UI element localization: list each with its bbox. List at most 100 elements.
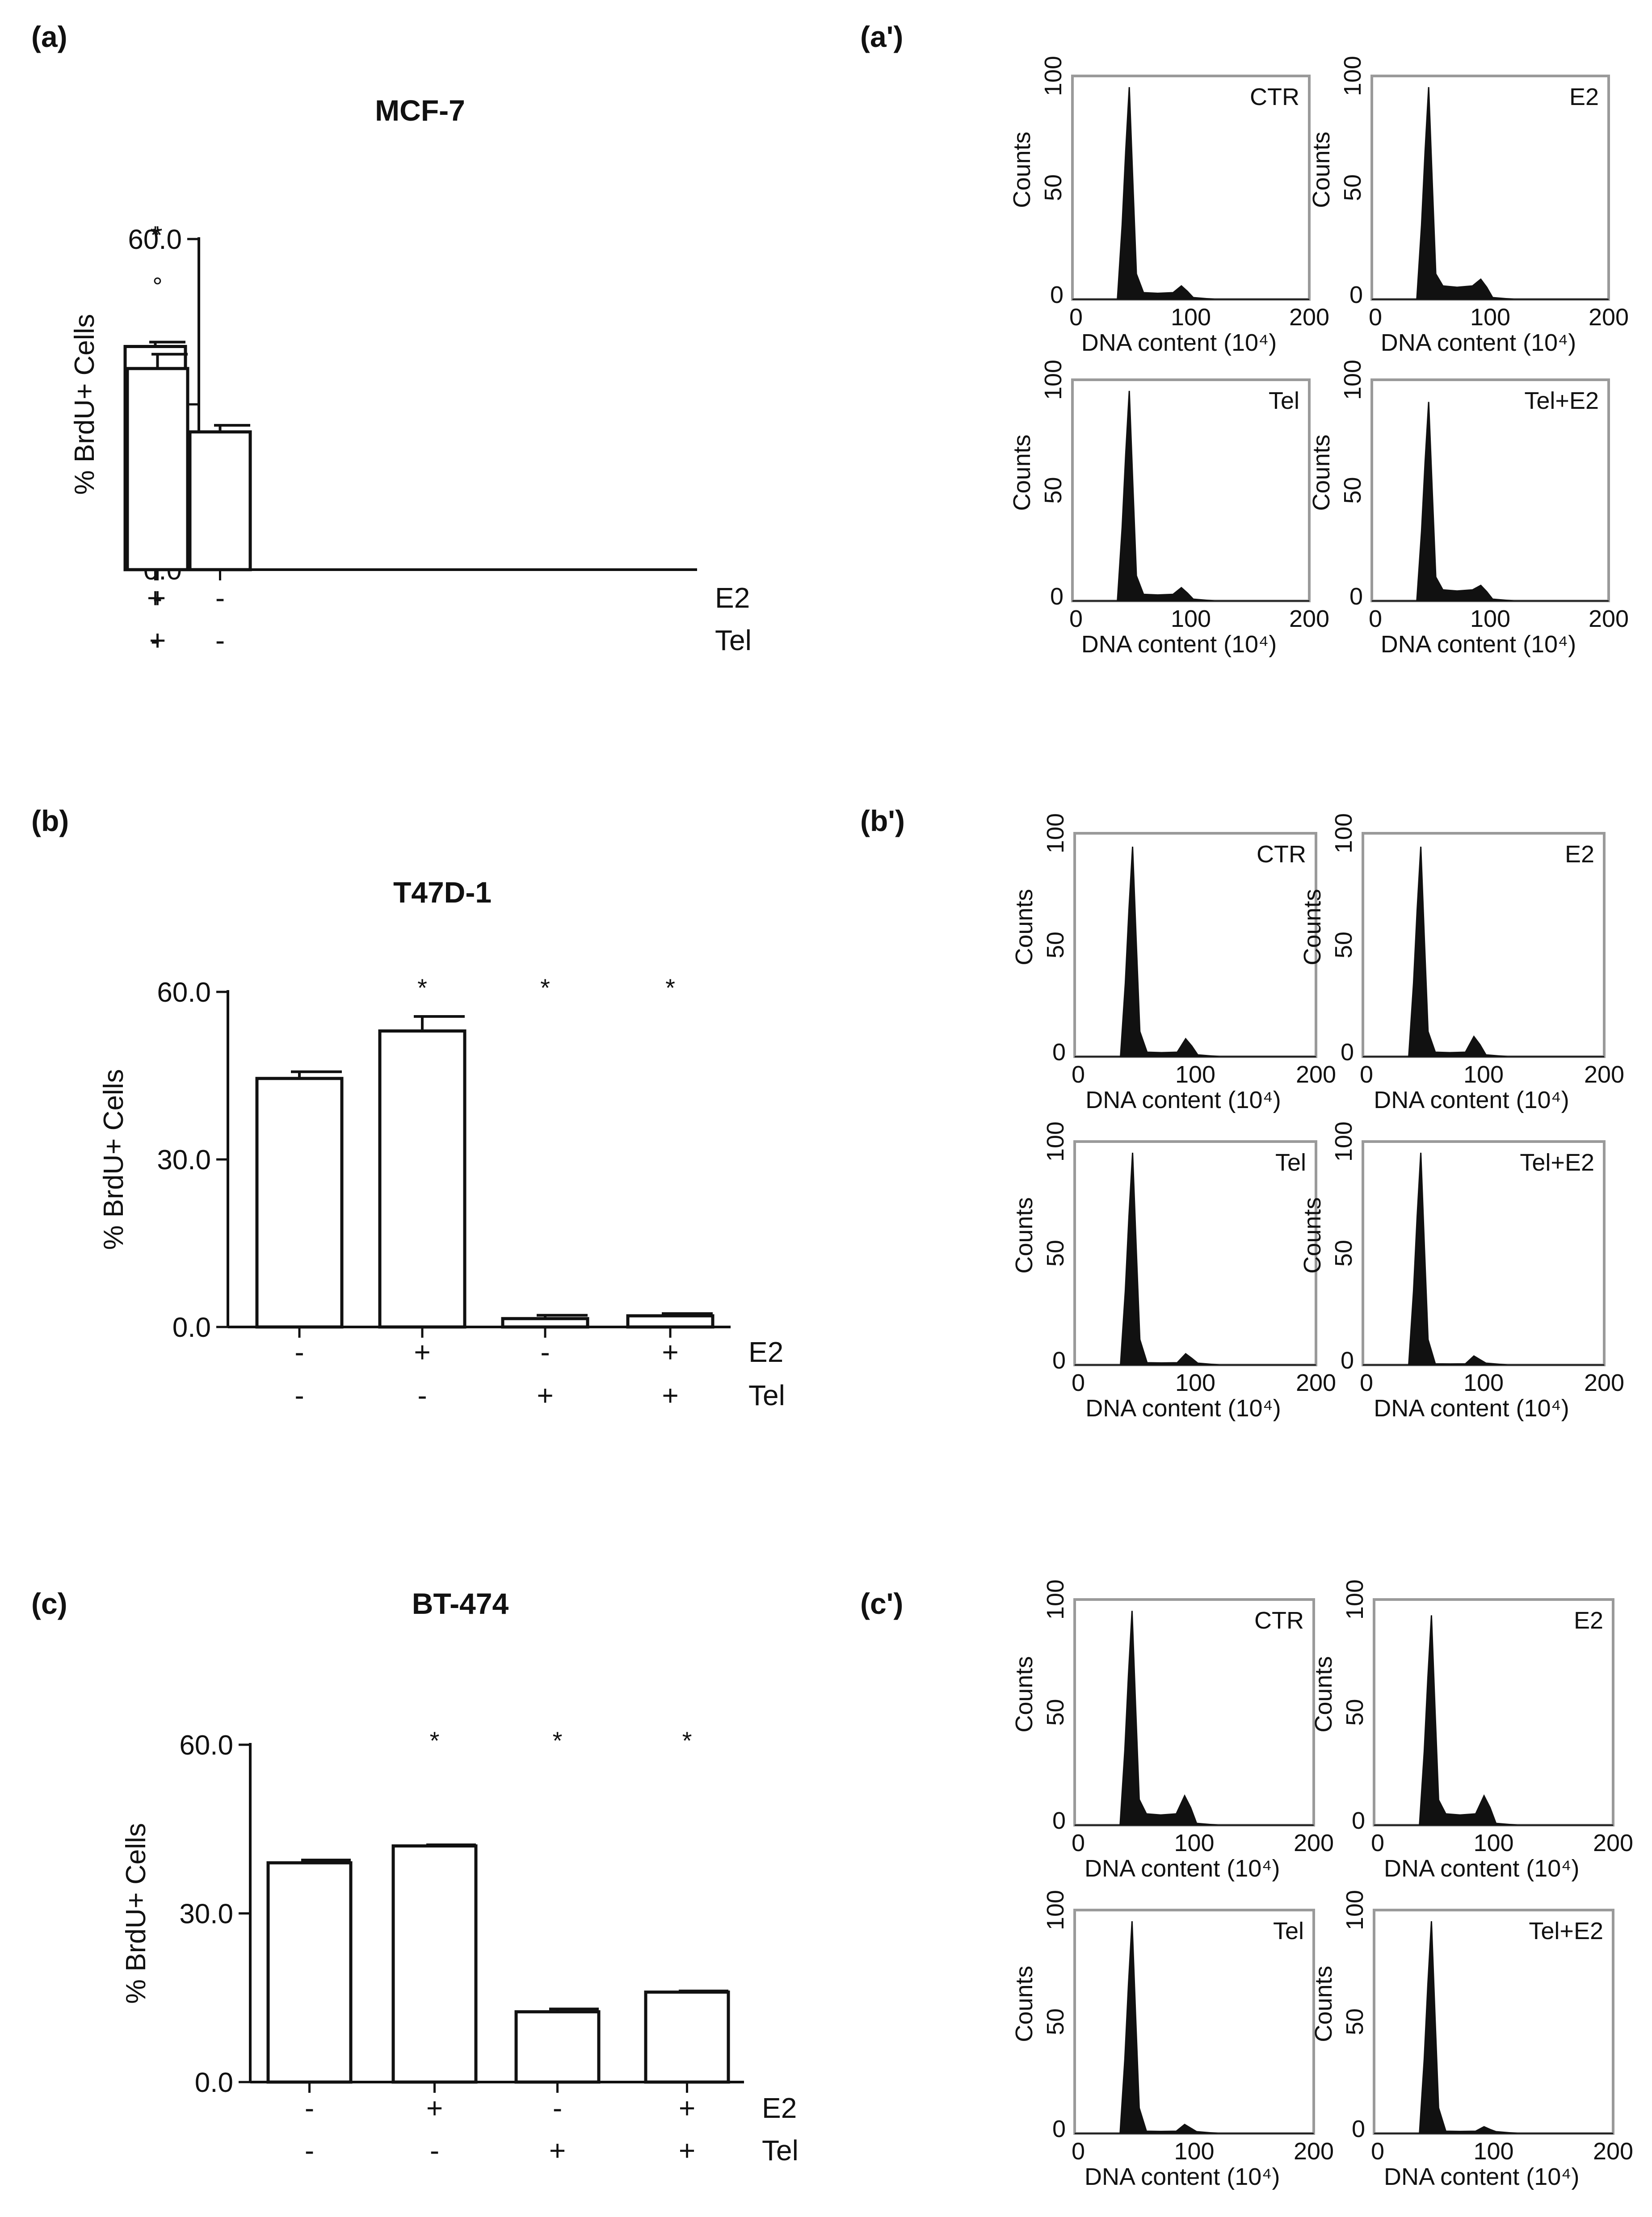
condition-label: Tel+E2 [1520,1149,1594,1176]
x-tick-label: 100 [1171,304,1211,331]
treatment-sign: + [149,624,166,656]
y-axis-label: Counts [1310,1965,1337,2042]
condition-label: Tel [1273,1918,1304,1944]
y-tick-label: 0 [1341,1347,1354,1374]
y-axis-label: Counts [1299,1197,1326,1273]
bar [626,1314,715,1329]
y-tick-label: 50 [1042,1699,1069,1726]
y-axis-label: Counts [1009,131,1035,208]
y-tick-label: 0 [1341,1039,1354,1066]
histogram-area [1374,1615,1613,1826]
treatment-sign: + [662,1336,678,1368]
bar-panels: (a)MCF-70.030.060.0% BrdU+ Cells--*+-*-+… [31,20,799,2167]
y-axis-label: Counts [1011,1656,1038,1733]
x-tick-label: 200 [1593,1830,1633,1856]
bar [378,1029,467,1329]
x-tick-label: 0 [1072,1369,1085,1396]
y-tick-label: 100 [1042,1579,1069,1620]
treatment-sign: + [549,2134,566,2167]
chart-title: MCF-7 [375,94,465,127]
treatment-sign: - [215,582,225,614]
flow-figure-1: (a') CTR 0 50 100 Counts 0 100 200 DNA content (1… [860,20,1629,658]
treatment-sign: - [540,1336,550,1368]
x-axis-label: DNA content (10⁴) [1085,2163,1280,2190]
y-tick-label: 50 [1042,932,1069,958]
flow-histogram: E2 0 50 100 Counts 0 100 200 DNA content (10⁴) [1310,1579,1633,1882]
x-tick-label: 200 [1589,605,1629,632]
y-tick-label: 0 [1349,583,1363,610]
x-tick-label: 100 [1463,1061,1504,1088]
significance-star: * [417,974,427,1002]
flow-histogram: CTR 0 50 100 Counts 0 100 200 DNA content (10⁴) [1011,1579,1334,1882]
treatment-sign: + [149,582,166,614]
y-axis-label: Counts [1011,1197,1038,1273]
x-tick-label: 0 [1072,1061,1085,1088]
treatment-sign: - [294,1336,304,1368]
x-tick-label: 100 [1470,304,1510,331]
condition-label: Tel+E2 [1524,387,1599,414]
x-axis-label: DNA content (10⁴) [1085,1087,1281,1113]
bar-chart-1: (a)MCF-70.030.060.0% BrdU+ Cells--*+-*-+… [31,20,752,656]
x-axis-label: DNA content (10⁴) [1081,329,1277,356]
condition-label: CTR [1254,1607,1304,1634]
treatment-sign: + [414,1336,430,1368]
bar [266,1861,353,2084]
x-tick-label: 200 [1589,304,1629,331]
y-tick-label: 50 [1040,477,1067,504]
x-tick-label: 200 [1593,2138,1633,2165]
treatment-sign: - [417,1379,427,1411]
panel-label: (a') [860,20,903,53]
x-tick-label: 100 [1470,605,1510,632]
y-tick-label: 100 [1341,1579,1368,1620]
treatment-name: E2 [748,1336,783,1368]
treatment-name: Tel [748,1379,785,1411]
x-axis-label: DNA content (10⁴) [1374,1395,1569,1422]
y-tick-label: 50 [1339,477,1366,504]
x-tick-label: 100 [1473,2138,1513,2165]
chart-title: T47D-1 [393,876,492,909]
x-tick-label: 0 [1371,2138,1384,2165]
y-axis-label: Counts [1011,1965,1038,2042]
bar [501,1317,589,1329]
x-axis-label: DNA content (10⁴) [1381,329,1576,356]
treatment-sign: + [662,1379,678,1411]
x-axis-label: DNA content (10⁴) [1381,631,1576,658]
x-tick-label: 0 [1072,1830,1085,1856]
y-tick-label: 60.0 [179,1730,233,1761]
panel-label: (c') [860,1587,903,1620]
treatment-sign: - [305,2092,314,2124]
y-axis-label: % BrdU+ Cells [69,314,100,495]
histogram-area [1075,846,1316,1058]
y-tick-label: 100 [1042,1890,1069,1930]
treatment-sign: + [426,2092,443,2124]
treatment-sign: - [215,624,225,656]
y-tick-label: 0 [1352,2116,1365,2142]
treatment-sign: - [153,582,162,614]
y-tick-label: 100 [1330,1121,1357,1162]
treatment-sign: - [151,624,160,656]
treatment-sign: - [305,2134,314,2167]
condition-label: E2 [1565,841,1594,868]
flow-figure-3: (c') CTR 0 50 100 Counts 0 100 200 DNA content (1… [860,1579,1633,2190]
y-tick-label: 100 [1040,360,1067,400]
bar [514,2010,601,2084]
x-tick-label: 0 [1069,605,1083,632]
y-tick-label: 50 [1339,174,1366,201]
treatment-sign: + [679,2092,695,2124]
x-tick-label: 100 [1174,2138,1214,2165]
flow-histogram: E2 0 50 100 Counts 0 100 200 DNA content (10⁴) [1308,56,1629,356]
significance-star: * [153,221,163,249]
y-tick-label: 60.0 [128,224,182,255]
x-tick-label: 0 [1069,304,1083,331]
histogram-area [1372,87,1609,300]
x-tick-label: 0 [1360,1369,1373,1396]
treatment-name: E2 [762,2092,797,2124]
bar [391,1844,478,2084]
y-tick-label: 50 [1042,1240,1069,1267]
x-tick-label: 0 [1369,605,1382,632]
bar [644,1990,730,2084]
flow-histogram: CTR 0 50 100 Counts 0 100 200 DNA content (10⁴) [1011,813,1336,1113]
significance-star: * [153,221,163,249]
y-tick-label: 50 [1330,932,1357,958]
significance-star: * [151,221,160,249]
